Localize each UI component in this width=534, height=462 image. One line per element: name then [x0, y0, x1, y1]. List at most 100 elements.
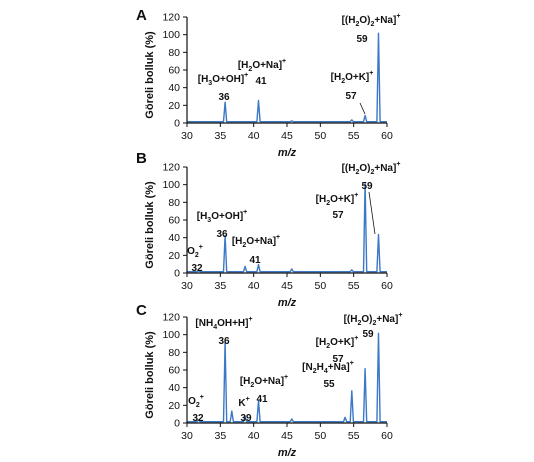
peak-annotation-55: [N2H4+Na]+ 55	[302, 360, 354, 390]
y-tick-label: 120	[162, 12, 180, 24]
peak-ion-label: O2+	[187, 244, 203, 259]
y-tick-label: 100	[162, 179, 180, 191]
axis-ticks: 0 20 40 60 80 100 120 30 35 40 45 50 55 60	[162, 12, 393, 143]
y-tick-label: 20	[168, 250, 180, 262]
y-tick-label: 100	[162, 329, 180, 341]
peak-mz-label: 41	[249, 255, 261, 266]
x-tick-label: 50	[314, 280, 326, 292]
peak-mz-label: 39	[240, 413, 252, 424]
spectrum-trace	[187, 332, 387, 423]
axis-ticks: 0 20 40 60 80 100 120 30 35 40 45 50 55 60	[162, 312, 393, 443]
y-tick-label: 120	[162, 162, 180, 174]
peak-ion-label: [H3O+OH]+	[197, 209, 248, 224]
y-axis-label: Göreli bolluk (%)	[144, 31, 156, 119]
x-tick-label: 30	[181, 430, 193, 442]
peak-ion-label: [H2O+K]+	[316, 335, 359, 350]
y-tick-label: 120	[162, 312, 180, 324]
x-tick-label: 30	[181, 280, 193, 292]
peak-mz-label: 57	[332, 354, 344, 365]
panel-b: B Göreli bolluk (%) 0 20 40 60 80 100 120 30 35 4…	[136, 150, 400, 309]
peak-ion-label: [H2O+K]+	[331, 70, 374, 85]
peak-mz-label: 36	[218, 92, 230, 103]
y-tick-label: 60	[168, 365, 180, 377]
y-tick-label: 60	[168, 65, 180, 77]
peak-ion-label: [NH4OH+H]+	[195, 316, 252, 331]
x-axis-label: m/z	[278, 147, 297, 159]
y-tick-label: 40	[168, 82, 180, 94]
peak-mz-label: 41	[256, 394, 268, 405]
y-tick-label: 0	[174, 418, 180, 430]
peak-mz-label: 41	[255, 76, 267, 87]
panel-c: C Göreli bolluk (%) 0 20 40 60 80 100 120 30 35 4…	[136, 302, 402, 459]
leader-line	[359, 102, 366, 115]
x-tick-label: 60	[381, 130, 393, 142]
x-axis-label: m/z	[278, 447, 297, 459]
panel-letter: B	[136, 150, 147, 167]
peak-annotation-36: [H3O+OH]+ 36	[198, 72, 249, 103]
x-tick-label: 40	[248, 130, 260, 142]
axis-ticks: 0 20 40 60 80 100 120 30 35 40 45 50 55 60	[162, 162, 393, 293]
peak-annotation-59: [(H2O)2+Na]+ 59	[344, 312, 403, 340]
x-tick-label: 35	[214, 280, 226, 292]
x-axis-label: m/z	[278, 297, 297, 309]
y-tick-label: 20	[168, 100, 180, 112]
y-tick-label: 60	[168, 215, 180, 227]
x-tick-label: 35	[214, 430, 226, 442]
peak-mz-label: 59	[356, 34, 368, 45]
peak-ion-label: [H2O+K]+	[316, 192, 359, 207]
y-tick-label: 80	[168, 347, 180, 359]
axes-frame	[186, 17, 387, 124]
x-tick-label: 45	[281, 430, 293, 442]
peak-annotation-57: [H2O+K]+ 57	[316, 192, 359, 221]
y-tick-label: 100	[162, 29, 180, 41]
peak-mz-label: 32	[191, 263, 203, 274]
peak-annotation-57: [H2O+K]+ 57	[331, 70, 374, 115]
peak-annotation-39: K+ 39	[238, 396, 252, 424]
peak-mz-label: 32	[192, 413, 204, 424]
peak-ion-label: O2+	[188, 394, 204, 409]
x-tick-label: 30	[181, 130, 193, 142]
peak-mz-label: 59	[361, 181, 373, 192]
axes-frame	[186, 317, 387, 424]
peak-annotation-41: [H2O+Na]+ 41	[232, 234, 280, 266]
x-tick-label: 40	[248, 280, 260, 292]
y-tick-label: 0	[174, 118, 180, 130]
panel-letter: C	[136, 302, 147, 319]
x-tick-label: 55	[348, 280, 360, 292]
y-tick-label: 20	[168, 400, 180, 412]
y-tick-label: 40	[168, 232, 180, 244]
spectrum-trace	[187, 182, 387, 273]
spectrum-trace	[187, 32, 387, 123]
y-tick-label: 40	[168, 382, 180, 394]
x-tick-label: 45	[281, 130, 293, 142]
peak-ion-label: K+	[238, 396, 249, 409]
peak-mz-label: 59	[362, 329, 374, 340]
peak-mz-label: 57	[332, 210, 344, 221]
x-tick-label: 45	[281, 280, 293, 292]
peak-annotation-32: O2+ 32	[187, 244, 203, 274]
panel-letter: A	[136, 7, 147, 24]
x-tick-label: 50	[314, 430, 326, 442]
peak-mz-label: 57	[345, 91, 357, 102]
peak-ion-label: [N2H4+Na]+	[302, 360, 354, 375]
x-tick-label: 60	[381, 280, 393, 292]
x-tick-label: 40	[248, 430, 260, 442]
panel-a: A Göreli bolluk (%) 0 20 40 60 80 100 120 30 35 4…	[136, 7, 400, 159]
x-tick-label: 55	[348, 430, 360, 442]
y-tick-label: 80	[168, 197, 180, 209]
peak-annotation-36: [NH4OH+H]+ 36	[195, 316, 252, 347]
peak-annotation-32: O2+ 32	[188, 394, 204, 424]
peak-ion-label: [H2O+Na]+	[232, 234, 280, 249]
x-tick-label: 50	[314, 130, 326, 142]
y-tick-label: 80	[168, 47, 180, 59]
x-tick-label: 55	[348, 130, 360, 142]
peak-ion-label: [H3O+OH]+	[198, 72, 249, 87]
peak-mz-label: 55	[323, 379, 335, 390]
peak-ion-label: [H2O+Na]+	[240, 374, 288, 389]
y-tick-label: 0	[174, 268, 180, 280]
peak-mz-label: 36	[218, 336, 230, 347]
y-axis-label: Göreli bolluk (%)	[144, 331, 156, 419]
x-tick-label: 35	[214, 130, 226, 142]
peak-ion-label: [(H2O)2+Na]+	[342, 161, 401, 176]
